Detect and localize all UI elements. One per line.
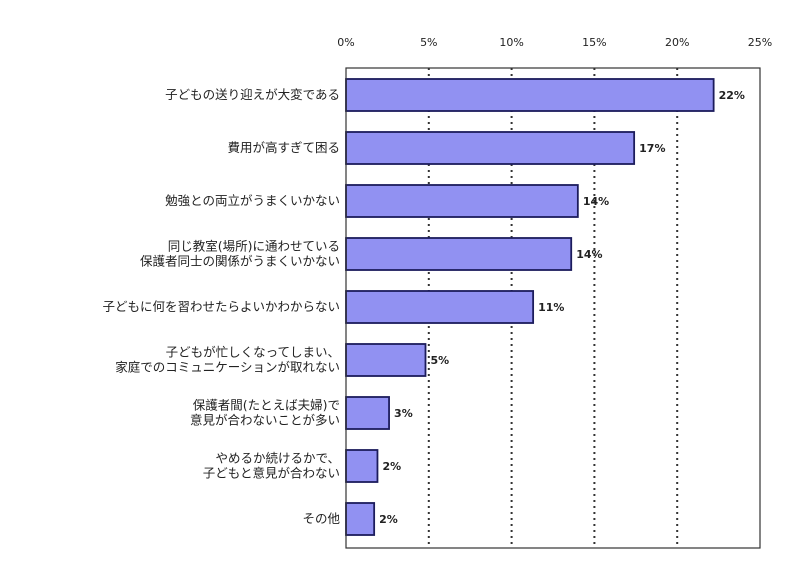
bars xyxy=(345,78,715,536)
data-labels: 22% 17% 14% 14% 11% 5% 3% 2% 2% xyxy=(379,89,745,526)
bar xyxy=(345,237,573,271)
category-label: 保護者同士の関係がうまくいかない xyxy=(140,254,340,269)
x-axis-ticks: 0% 5% 10% 15% 20% 25% xyxy=(337,36,772,49)
bar xyxy=(345,396,390,430)
data-label: 2% xyxy=(379,513,398,526)
bar xyxy=(345,78,715,112)
tick-label: 0% xyxy=(337,36,354,49)
tick-label: 20% xyxy=(665,36,689,49)
category-label: 意見が合わないことが多い xyxy=(190,413,340,428)
category-label: 勉強との両立がうまくいかない xyxy=(165,193,340,208)
data-label: 22% xyxy=(719,89,745,102)
tick-label: 25% xyxy=(748,36,772,49)
category-label: 費用が高すぎて困る xyxy=(227,140,340,155)
category-label: 子どもが忙しくなってしまい、 xyxy=(166,345,340,360)
bar xyxy=(345,184,579,218)
tick-label: 10% xyxy=(499,36,523,49)
data-label: 3% xyxy=(394,407,413,420)
data-label: 2% xyxy=(382,460,401,473)
plot-frame xyxy=(345,67,761,549)
bar xyxy=(345,290,535,324)
category-label: 家庭でのコミュニケーションが取れない xyxy=(115,360,340,375)
bar xyxy=(345,449,379,483)
category-label: 保護者間(たとえば夫婦)で xyxy=(193,398,340,413)
data-label: 5% xyxy=(430,354,449,367)
data-label: 14% xyxy=(583,195,609,208)
data-label: 11% xyxy=(538,301,564,314)
category-label: 子どもに何を習わせたらよいかわからない xyxy=(102,299,340,314)
category-label: 同じ教室(場所)に通わせている xyxy=(168,239,340,254)
tick-label: 15% xyxy=(582,36,606,49)
bar xyxy=(345,502,376,536)
category-label: 子どもの送り迎えが大変である xyxy=(165,87,340,102)
bar xyxy=(345,131,636,165)
category-labels: 子どもの送り迎えが大変である費用が高すぎて困る勉強との両立がうまくいかない同じ教… xyxy=(102,87,340,526)
data-label: 14% xyxy=(576,248,602,261)
category-label: やめるか続けるかで、 xyxy=(215,451,340,466)
tick-label: 5% xyxy=(420,36,437,49)
category-label: 子どもと意見が合わない xyxy=(203,466,340,481)
data-label: 17% xyxy=(639,142,665,155)
bar xyxy=(345,343,427,377)
category-label: その他 xyxy=(302,511,340,526)
